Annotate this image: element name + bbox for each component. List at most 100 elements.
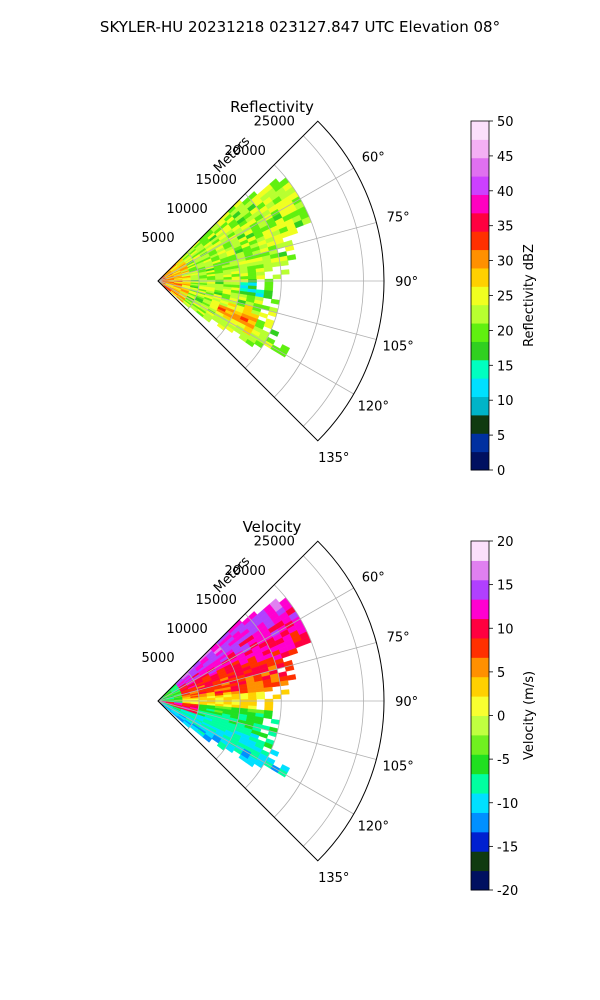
azimuth-tick-label: 105°: [382, 339, 413, 354]
radar-cell: [202, 735, 211, 743]
range-tick-label: 5000: [142, 231, 175, 246]
sector-frame: [157, 120, 385, 442]
colorbar-segment: [471, 734, 489, 755]
colorbar-tick-label: 15: [497, 579, 514, 594]
radar-cell: [263, 686, 273, 692]
range-tick-label: 15000: [195, 173, 236, 188]
colorbar-segment: [471, 121, 489, 140]
colorbar-segment: [471, 396, 489, 416]
colorbar-segment: [471, 637, 489, 658]
colorbar-segment: [471, 870, 489, 891]
radar-cell: [264, 702, 274, 708]
colorbar-tick-label: 15: [497, 359, 514, 374]
colorbar-tick-label: 5: [497, 429, 505, 444]
radar-cell: [248, 695, 257, 700]
colorbar-tick-label: 0: [497, 710, 505, 725]
radar-cell: [207, 697, 216, 701]
azimuth-tick-label: 90°: [395, 695, 418, 710]
colorbar-label: Reflectivity dBZ: [522, 244, 537, 347]
radar-cell: [256, 695, 266, 700]
colorbar-segment: [471, 304, 489, 324]
azimuth-tick-label: 60°: [362, 571, 385, 586]
colorbar-tick-label: -5: [497, 753, 510, 768]
radar-cell: [270, 298, 280, 305]
radar-cell: [215, 697, 224, 701]
radar-cell: [264, 282, 274, 288]
colorbar-segment: [471, 157, 489, 177]
azimuth-tick-label: 75°: [387, 211, 410, 226]
azimuth-line: [157, 642, 377, 702]
colorbar-tick-label: 10: [497, 622, 514, 637]
radar-cell: [263, 293, 273, 300]
colorbar-segment: [471, 267, 489, 287]
colorbar-tick-label: 50: [497, 115, 514, 130]
azimuth-tick-label: 90°: [395, 275, 418, 290]
colorbar-segment: [471, 451, 489, 471]
colorbar: 0 5 10 15 20 25 30 35 40 45 50 Reflectivity dBZ: [470, 115, 537, 479]
colorbar-tick-label: 30: [497, 255, 514, 270]
colorbar-tick-label: 5: [497, 666, 505, 681]
colorbar-segment: [471, 812, 489, 833]
colorbar-segment: [471, 851, 489, 872]
colorbar-segment: [471, 579, 489, 600]
panel-title: Velocity: [243, 518, 302, 536]
radar-cell: [272, 274, 282, 280]
colorbar-segment: [471, 541, 489, 561]
range-tick-label: 20000: [225, 144, 266, 159]
range-tick-label: 20000: [225, 564, 266, 579]
radar-cell: [231, 276, 241, 280]
azimuth-line: [157, 167, 354, 282]
colorbar-tick-label: -10: [497, 797, 518, 812]
radar-cell: [270, 718, 280, 725]
azimuth-line: [157, 700, 354, 815]
azimuth-line: [157, 280, 354, 395]
colorbar-segment: [471, 359, 489, 379]
azimuth-tick-label: 75°: [387, 631, 410, 646]
radar-cell: [286, 674, 297, 681]
colorbar-segment: [471, 676, 489, 697]
azimuth-tick-label: 135°: [318, 871, 349, 886]
radar-cell: [223, 696, 233, 701]
radar-cell: [239, 696, 249, 700]
radar-cell: [207, 277, 216, 281]
radar-cell: [280, 269, 290, 275]
azimuth-tick-label: 120°: [358, 399, 389, 414]
azimuth-tick-label: 105°: [382, 759, 413, 774]
radar-cell: [288, 647, 299, 656]
colorbar-segment: [471, 286, 489, 306]
azimuth-line: [157, 222, 377, 282]
radar-cell: [286, 254, 297, 261]
azimuth-line: [157, 587, 354, 702]
colorbar-tick-label: 20: [497, 324, 514, 339]
colorbar-tick-label: 45: [497, 150, 514, 165]
radar-cell: [288, 227, 299, 236]
azimuth-line: [157, 700, 377, 760]
azimuth-tick-label: 60°: [362, 151, 385, 166]
colorbar-tick-label: 20: [497, 535, 514, 550]
radar-cell: [245, 758, 255, 768]
colorbar-segment: [471, 323, 489, 342]
radar-cell: [263, 713, 273, 720]
radar-cell: [247, 272, 257, 277]
radar-cell: [245, 338, 255, 348]
colorbar-segment: [471, 560, 489, 581]
radar-cell: [231, 696, 241, 700]
colorbar-segment: [471, 618, 489, 639]
range-tick-label: 25000: [254, 535, 295, 550]
azimuth-tick-label: 135°: [318, 451, 349, 466]
colorbar-segment: [471, 249, 489, 269]
radar-cell: [202, 315, 211, 323]
radar-cell: [280, 689, 290, 695]
colorbar-segment: [471, 194, 489, 214]
azimuth-line: [157, 280, 377, 340]
colorbar-segment: [471, 715, 489, 736]
colorbar-segment: [471, 378, 489, 398]
colorbar-tick-label: 10: [497, 394, 514, 409]
colorbar-segment: [471, 657, 489, 678]
radar-cell: [256, 691, 265, 697]
colorbar-segment: [471, 831, 489, 852]
colorbar-segment: [471, 433, 489, 453]
colorbar-segment: [471, 773, 489, 794]
radar-cell: [258, 731, 269, 739]
